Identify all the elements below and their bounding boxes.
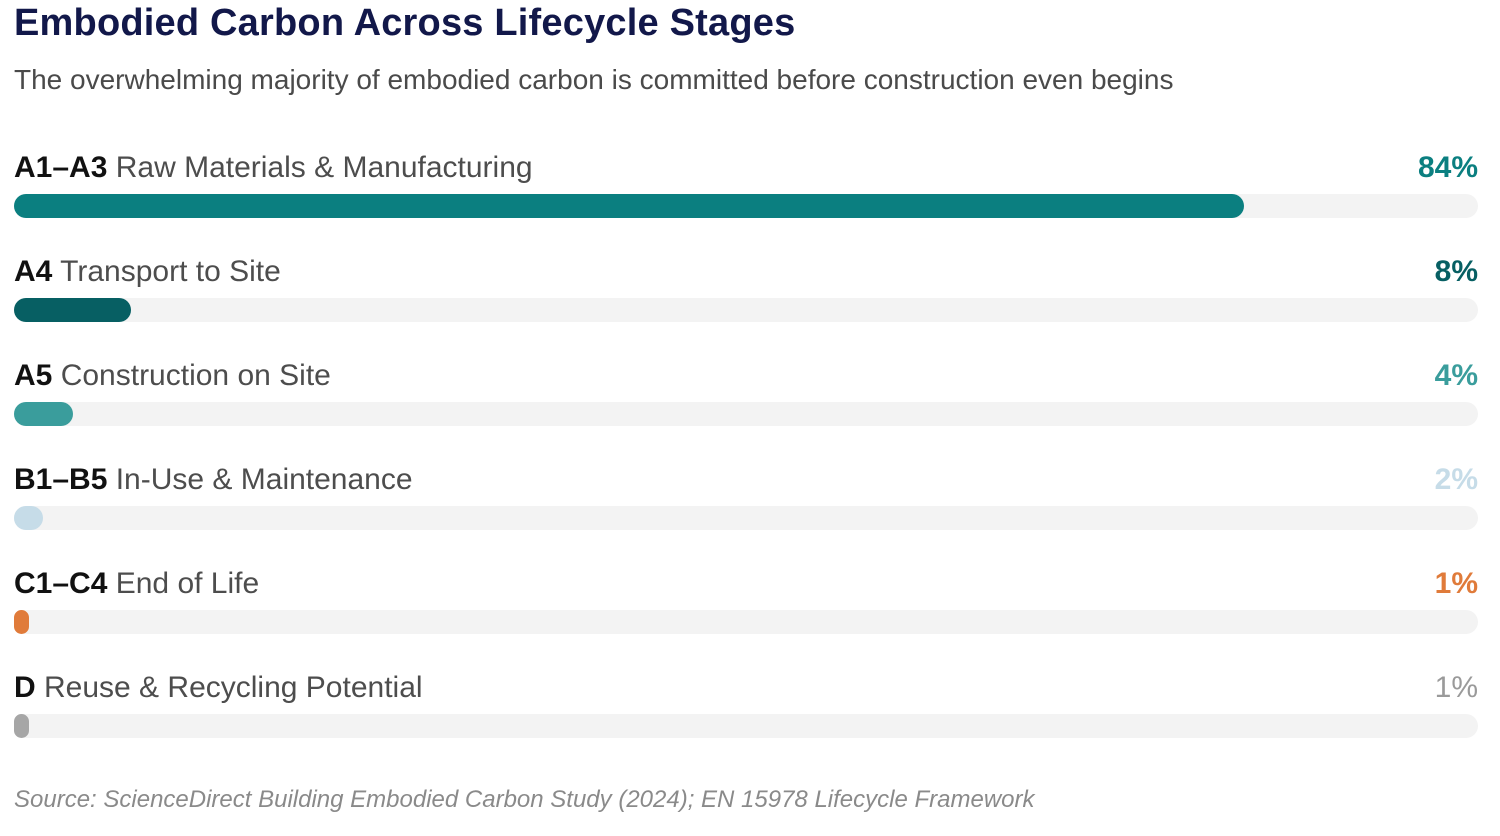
bar-label: B1–B5 In-Use & Maintenance [14, 460, 413, 500]
stage-code: B1–B5 [14, 463, 108, 496]
bar [14, 506, 44, 530]
stage-code: A5 [14, 359, 53, 392]
bar-row: C1–C4 End of Life 1% [14, 564, 1478, 644]
bar [14, 298, 132, 322]
bar-value-label: 1% [1434, 567, 1478, 600]
bar-row: B1–B5 In-Use & Maintenance 2% [14, 460, 1478, 540]
bar-value-label: 8% [1434, 255, 1478, 288]
bar-track [14, 610, 1478, 634]
chart-subtitle: The overwhelming majority of embodied ca… [14, 64, 1174, 95]
bar-value-label: 2% [1434, 463, 1478, 496]
stage-name: Raw Materials & Manufacturing [107, 151, 533, 184]
stage-name: In-Use & Maintenance [107, 463, 413, 496]
stage-code: C1–C4 [14, 567, 108, 600]
bar-row: A1–A3 Raw Materials & Manufacturing 84% [14, 148, 1478, 228]
bar-value-label: 4% [1434, 359, 1478, 392]
bar-track [14, 194, 1478, 218]
bar-row: A5 Construction on Site 4% [14, 356, 1478, 436]
bar-label: A1–A3 Raw Materials & Manufacturing [14, 148, 533, 188]
stage-name: Transport to Site [52, 255, 281, 288]
bar-value-label: 84% [1417, 151, 1478, 184]
bar [14, 194, 1244, 218]
bar-label: A4 Transport to Site [14, 252, 281, 292]
bar-track [14, 714, 1478, 738]
bar-row: A4 Transport to Site 8% [14, 252, 1478, 332]
bar-label: C1–C4 End of Life [14, 564, 259, 604]
bar-track [14, 506, 1478, 530]
bar-label: A5 Construction on Site [14, 356, 331, 396]
stage-code: D [14, 671, 36, 704]
stage-code: A4 [14, 255, 53, 288]
bar [14, 610, 29, 634]
bar [14, 402, 73, 426]
bar [14, 714, 29, 738]
stage-name: Reuse & Recycling Potential [35, 671, 423, 704]
bar-track [14, 298, 1478, 322]
stage-name: End of Life [107, 567, 260, 600]
stage-name: Construction on Site [52, 359, 331, 392]
bar-row: D Reuse & Recycling Potential 1% [14, 668, 1478, 748]
bar-label: D Reuse & Recycling Potential [14, 668, 423, 708]
bar-track [14, 402, 1478, 426]
stage-code: A1–A3 [14, 151, 108, 184]
chart-title: Embodied Carbon Across Lifecycle Stages [14, 2, 796, 44]
source-note: Source: ScienceDirect Building Embodied … [14, 786, 1035, 813]
bar-value-label: 1% [1434, 671, 1478, 704]
